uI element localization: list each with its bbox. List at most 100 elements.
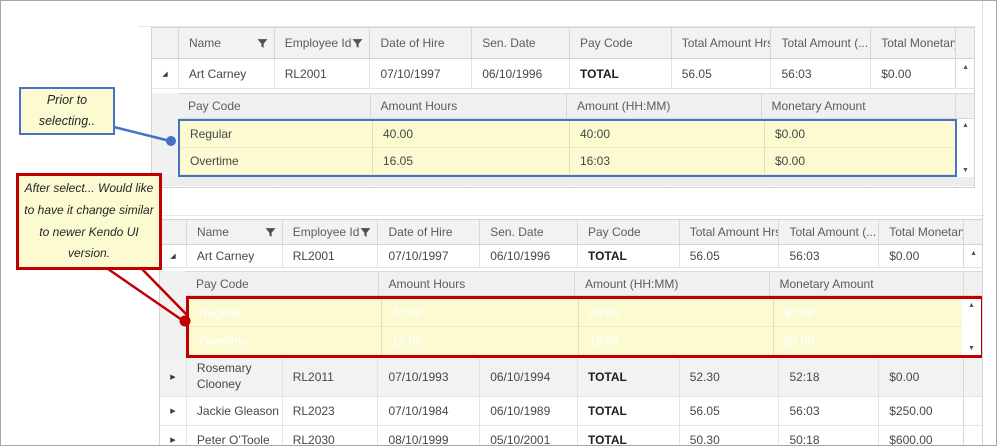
table-row-clipped[interactable]: ▶ Rosemary (152, 186, 974, 187)
column-header-name[interactable]: Name (185, 220, 282, 244)
scroll-up-icon[interactable]: ▲ (968, 302, 975, 309)
column-header-date-of-hire[interactable]: Date of Hire (377, 220, 479, 244)
column-header-total-monetary[interactable]: Total Monetary ... (870, 28, 955, 58)
cell-empty (568, 186, 671, 187)
column-header-pay-code[interactable]: Pay Code (568, 28, 671, 58)
column-header-total-amount[interactable]: Total Amount (... (770, 28, 870, 58)
column-header-sen-date[interactable]: Sen. Date (471, 28, 569, 58)
column-header-total-monetary[interactable]: Total Monetary ... (878, 220, 963, 244)
column-header-label: Date of Hire (388, 225, 453, 239)
cell-amount-hhmm: 16:03 (569, 148, 764, 175)
detail-row-regular[interactable]: Regular 40.00 40:00 $0.00 (189, 299, 962, 327)
cell-empty (670, 186, 771, 187)
column-header-date-of-hire[interactable]: Date of Hire (369, 28, 471, 58)
table-row-jackie-gleason[interactable]: ▶ Jackie Gleason RL2023 07/10/1984 06/10… (160, 397, 982, 426)
table-row-rosemary-clooney[interactable]: ▶ Rosemary Clooney RL2011 07/10/1993 06/… (160, 358, 982, 397)
cell-name: Rosemary (177, 186, 274, 187)
column-header-total-amount-hrs[interactable]: Total Amount Hrs (670, 28, 771, 58)
detail-cell-bottom-padding (152, 177, 974, 186)
detail-grid-container: Pay Code Amount Hours Amount (HH:MM) Mon… (160, 271, 982, 358)
table-row-peter-otoole[interactable]: ▶ Peter O’Toole RL2030 08/10/1999 05/10/… (160, 426, 982, 445)
cell-date-of-hire: 07/10/1997 (377, 245, 479, 267)
cell-pay-code: Regular (180, 121, 372, 148)
cell-empty (273, 186, 370, 187)
detail-row-regular[interactable]: Regular 40.00 40:00 $0.00 (180, 121, 955, 148)
scrollbar-track[interactable] (963, 397, 982, 425)
column-header-label: Sen. Date (490, 225, 544, 239)
cell-total-monetary: $0.00 (878, 245, 963, 267)
detail-indent (152, 93, 178, 177)
detail-column-header-monetary[interactable]: Monetary Amount (760, 94, 956, 118)
filter-icon[interactable] (257, 38, 268, 49)
expand-collapse-icon[interactable]: ▶ (170, 408, 176, 415)
cell-date-of-hire: 08/10/1999 (377, 426, 479, 445)
cell-name: Jackie Gleason (185, 397, 282, 425)
expand-collapse-icon[interactable]: ◢ (162, 70, 168, 78)
expand-collapse-icon[interactable]: ◢ (170, 253, 176, 260)
scroll-up-icon[interactable]: ▲ (970, 250, 977, 257)
filter-icon[interactable] (352, 38, 363, 49)
column-header-label: Sen. Date (482, 36, 536, 50)
cell-pay-code: TOTAL (576, 245, 679, 267)
detail-scrollbar[interactable]: ▲ ▼ (962, 299, 981, 355)
cell-total-amount: 56:03 (778, 245, 878, 267)
cell-name: Art Carney (185, 245, 282, 267)
scroll-down-icon[interactable]: ▼ (962, 167, 969, 174)
cell-monetary: $0.00 (764, 148, 955, 175)
detail-row-overtime[interactable]: Overtime 16.05 16:03 $0.00 (189, 327, 962, 355)
detail-column-header-monetary[interactable]: Monetary Amount (768, 272, 964, 295)
table-row-art-carney[interactable]: ◢ Art Carney RL2001 07/10/1997 06/10/199… (160, 245, 982, 268)
detail-column-header-amount-hhmm[interactable]: Amount (HH:MM) (566, 94, 761, 118)
cell-name: Peter O’Toole (185, 426, 282, 445)
cell-employee-id: RL2011 (281, 358, 378, 396)
cell-sen-date: 06/10/1994 (479, 358, 577, 396)
cell-total-amount-hrs: 56.05 (678, 245, 779, 267)
cell-total-amount: 56:03 (770, 59, 870, 88)
detail-cell-padding (152, 89, 974, 93)
column-header-total-amount-hrs[interactable]: Total Amount Hrs (678, 220, 778, 244)
filter-icon[interactable] (360, 227, 371, 238)
filter-icon[interactable] (265, 227, 276, 238)
scrollbar-track[interactable] (963, 358, 982, 396)
cell-total-monetary: $600.00 (878, 426, 963, 445)
cell-empty (770, 186, 870, 187)
column-header-label: Employee Id (292, 225, 360, 239)
detail-column-header-amount-hhmm[interactable]: Amount (HH:MM) (574, 272, 769, 295)
detail-scrollbar[interactable]: ▲ ▼ (957, 119, 974, 177)
column-header-employee-id[interactable]: Employee Id (281, 220, 378, 244)
scrollbar-track[interactable] (963, 245, 982, 267)
column-header-name[interactable]: Name (177, 28, 274, 58)
table-row-art-carney[interactable]: ◢ Art Carney RL2001 07/10/1997 06/10/199… (152, 59, 974, 89)
cell-empty (471, 186, 569, 187)
column-header-pay-code[interactable]: Pay Code (576, 220, 679, 244)
scrollbar-track[interactable] (955, 186, 974, 187)
detail-column-header-amount-hours[interactable]: Amount Hours (377, 272, 575, 295)
column-header-label: Pay Code (579, 36, 633, 50)
cell-total-amount: 50:18 (778, 426, 878, 445)
column-header-label: Total Monetary ... (881, 36, 956, 50)
grid-before-select: Name Employee Id Date of Hire Sen. Date … (151, 27, 975, 188)
detail-column-header-pay-code[interactable]: Pay Code (196, 276, 249, 291)
scroll-up-icon[interactable]: ▲ (962, 122, 969, 129)
column-header-sen-date[interactable]: Sen. Date (479, 220, 577, 244)
column-header-label: Total Amount Hrs (681, 36, 771, 50)
detail-column-header-pay-code[interactable]: Pay Code (188, 99, 241, 113)
cell-pay-code: TOTAL (568, 59, 671, 88)
column-header-employee-id[interactable]: Employee Id (273, 28, 370, 58)
cell-amount-hours: 40.00 (372, 121, 569, 148)
callout-prior-to-selecting: Prior to selecting.. (19, 87, 115, 135)
cell-sen-date: 05/10/2001 (479, 426, 577, 445)
detail-column-header-amount-hours[interactable]: Amount Hours (369, 94, 567, 118)
detail-row-overtime[interactable]: Overtime 16.05 16:03 $0.00 (180, 148, 955, 175)
scrollbar-track[interactable] (963, 426, 982, 445)
column-header-total-amount[interactable]: Total Amount (... (778, 220, 878, 244)
cell-total-amount-hrs: 50.30 (678, 426, 779, 445)
scrollbar-track[interactable] (955, 59, 974, 88)
column-header-label: Name (188, 36, 221, 50)
scroll-down-icon[interactable]: ▼ (968, 345, 975, 352)
expand-collapse-icon[interactable]: ▶ (170, 374, 176, 381)
expand-collapse-icon[interactable]: ▶ (170, 437, 176, 444)
cell-employee-id: RL2001 (281, 245, 378, 267)
scroll-up-icon[interactable]: ▲ (962, 64, 969, 71)
